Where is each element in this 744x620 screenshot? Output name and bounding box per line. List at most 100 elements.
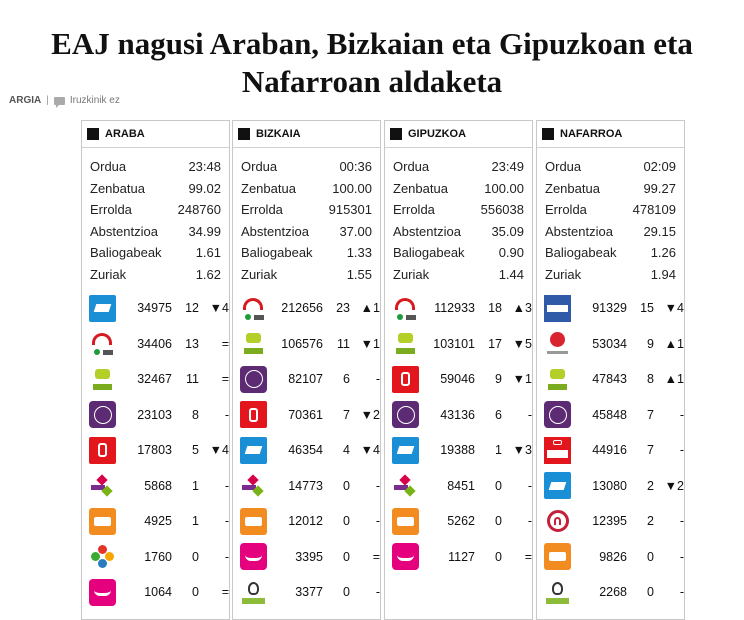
seat-change: ▼3 <box>512 443 532 458</box>
party-votes: 9826 <box>599 549 627 564</box>
seat-change: = <box>221 372 229 387</box>
cs-logo <box>240 507 267 535</box>
pacma-logo <box>240 579 267 606</box>
seat-change: - <box>224 549 229 564</box>
party-votes: 46354 <box>288 443 323 458</box>
party-seats: 13 <box>185 336 199 351</box>
pse-logo <box>392 365 419 393</box>
party-seats: 23 <box>336 301 350 316</box>
stat-label: Baliogabeak <box>90 245 162 261</box>
party-votes: 13080 <box>592 478 627 493</box>
party-row: 106576 11 ▼1 <box>233 326 380 362</box>
author-link[interactable]: ARGIA <box>9 95 42 106</box>
party-row: 212656 23 ▲1 <box>233 291 380 327</box>
pp-logo <box>89 294 116 322</box>
region-header: NAFARROA <box>537 121 684 148</box>
ehb-logo <box>89 472 116 499</box>
party-row: 5262 0 - <box>385 504 532 540</box>
seat-change: - <box>679 443 684 458</box>
party-votes: 112933 <box>434 301 475 316</box>
party-row: 1064 0 = <box>82 575 229 611</box>
pse-logo <box>89 436 116 464</box>
podemos-logo <box>544 401 571 429</box>
n-logo <box>544 508 571 535</box>
upn-logo <box>544 294 571 322</box>
podemos-logo <box>392 401 419 429</box>
party-votes: 91329 <box>592 301 627 316</box>
stat-value: 99.02 <box>188 180 221 196</box>
party-seats: 7 <box>343 407 350 422</box>
party-votes: 1760 <box>144 549 172 564</box>
party-seats: 1 <box>495 443 502 458</box>
party-votes: 1064 <box>144 585 172 600</box>
ehb-logo <box>392 472 419 499</box>
pp-logo <box>240 436 267 464</box>
party-row: 4925 1 - <box>82 504 229 540</box>
stat-row: Errolda 915301 <box>233 199 380 221</box>
party-seats: 8 <box>192 407 199 422</box>
stat-row: Errolda 556038 <box>385 199 532 221</box>
square-icon <box>87 128 99 140</box>
party-row: 46354 4 ▼4 <box>233 433 380 469</box>
party-votes: 5868 <box>144 478 172 493</box>
region-header: ARABA <box>82 121 229 148</box>
party-results: 91329 15 ▼4 53034 9 ▲1 47843 8 ▲1 45848 7-44916 7-1… <box>537 291 684 611</box>
region-name: ARABA <box>105 128 145 140</box>
region-panel-nafarroa: NAFARROA Ordua 02:09 Zenbatua 99.27 Errolda 47… <box>536 120 685 620</box>
party-row: 45848 7 - <box>537 397 684 433</box>
seat-change: ▼1 <box>512 372 532 387</box>
podemos-logo <box>240 365 267 393</box>
seat-change: - <box>375 372 380 387</box>
party-row: 3395 0 = <box>233 539 380 575</box>
stat-row: Errolda 478109 <box>537 199 684 221</box>
stat-label: Abstentzioa <box>393 223 461 239</box>
stat-value: 478109 <box>632 202 676 218</box>
stat-row: Baliogabeak 1.61 <box>82 242 229 264</box>
stat-row: Zuriak 1.44 <box>385 264 532 286</box>
stat-value: 1.94 <box>650 266 676 282</box>
eh-bildu-logo <box>240 330 267 357</box>
party-seats: 9 <box>495 372 502 387</box>
party-votes: 23103 <box>137 407 172 422</box>
stat-label: Zenbatua <box>393 180 448 196</box>
eh-bildu-logo <box>392 330 419 357</box>
party-seats: 8 <box>647 372 654 387</box>
seat-change: - <box>679 407 684 422</box>
stat-row: Ordua 23:49 <box>385 156 532 178</box>
stat-label: Ordua <box>241 159 278 174</box>
stat-value: 1.26 <box>650 245 676 261</box>
region-name: BIZKAIA <box>256 128 301 140</box>
stat-value: 1.33 <box>346 245 372 261</box>
seat-change: ▲1 <box>664 372 684 387</box>
stat-value: 1.62 <box>195 266 221 282</box>
party-row: 1127 0 = <box>385 539 532 575</box>
stat-row: Zuriak 1.94 <box>537 264 684 286</box>
stat-value: 00:36 <box>339 159 372 174</box>
seat-change: - <box>679 549 684 564</box>
party-votes: 12012 <box>288 514 323 529</box>
party-seats: 0 <box>495 549 502 564</box>
stat-label: Zenbatua <box>545 180 600 196</box>
stat-value: 248760 <box>177 202 221 218</box>
seat-change: - <box>375 585 380 600</box>
party-seats: 17 <box>488 336 502 351</box>
seat-change: - <box>527 478 532 493</box>
party-votes: 70361 <box>288 407 323 422</box>
party-row: 32467 11 = <box>82 362 229 398</box>
region-stats: Ordua 02:09 Zenbatua 99.27 Errolda 478109 Abst… <box>537 148 684 286</box>
stat-value: 915301 <box>328 202 372 218</box>
stat-row: Zuriak 1.62 <box>82 264 229 286</box>
region-stats: Ordua 23:48 Zenbatua 99.02 Errolda 248760 Abst… <box>82 148 229 286</box>
party-results: 34975 12 ▼4 34406 13 = 32467 11 = 23103 8-17803 5 ▼4… <box>82 291 229 611</box>
stat-row: Errolda 248760 <box>82 199 229 221</box>
party-row: 1760 0 - <box>82 539 229 575</box>
region-panel-gipuzkoa: GIPUZKOA Ordua 23:49 Zenbatua 100.00 Errolda 5… <box>384 120 533 620</box>
seat-change: ▼4 <box>209 301 229 316</box>
party-votes: 43136 <box>440 407 475 422</box>
party-votes: 2268 <box>599 585 627 600</box>
stat-label: Zuriak <box>393 266 430 282</box>
comments-link[interactable]: Iruzkinik ez <box>69 95 120 106</box>
stat-value: 34.99 <box>188 223 221 239</box>
stat-value: 1.44 <box>498 266 524 282</box>
party-results: 212656 23 ▲1 106576 11 ▼1 82107 6 - 70361 7 ▼2 46354… <box>233 291 380 611</box>
